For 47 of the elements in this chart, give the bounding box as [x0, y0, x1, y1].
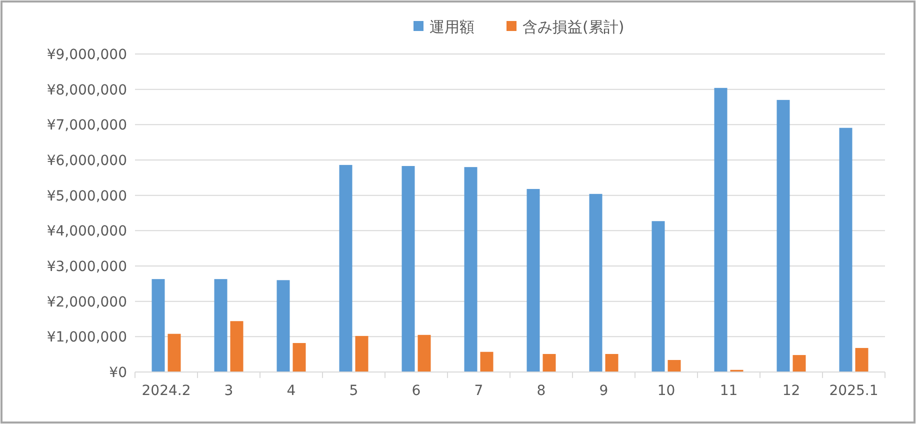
x-tick-label: 12: [782, 383, 800, 399]
y-tick-label: ¥1,000,000: [46, 330, 127, 346]
bar: [839, 128, 852, 372]
y-tick-label: ¥4,000,000: [46, 224, 127, 240]
y-tick-label: ¥9,000,000: [46, 47, 127, 63]
bar: [418, 334, 431, 372]
bar: [168, 334, 181, 372]
x-tick-label: 2025.1: [829, 383, 878, 399]
bar: [855, 348, 868, 372]
x-tick-label: 5: [349, 383, 358, 399]
bar: [792, 355, 806, 372]
y-tick-label: ¥2,000,000: [46, 294, 127, 310]
bar: [589, 194, 602, 372]
bar: [292, 343, 306, 372]
bar: [402, 166, 415, 372]
y-tick-label: ¥0: [109, 365, 127, 381]
bar: [526, 188, 540, 372]
bar: [652, 221, 665, 372]
bar: [464, 167, 478, 372]
x-tick-label: 8: [536, 383, 546, 399]
bar: [339, 164, 352, 372]
x-tick-label: 2024.2: [142, 383, 191, 399]
bar: [480, 352, 494, 372]
bar: [605, 354, 618, 372]
legend-label: 含み損益(累計): [522, 18, 624, 36]
x-tick-label: 4: [286, 383, 296, 399]
y-tick-label: ¥7,000,000: [46, 118, 127, 134]
y-tick-label: ¥8,000,000: [46, 82, 127, 98]
legend-label: 運用額: [430, 18, 474, 36]
x-tick-label: 3: [224, 383, 234, 399]
bar: [152, 279, 165, 372]
x-tick-label: 7: [474, 383, 484, 399]
x-tick-label: 9: [599, 383, 608, 399]
y-tick-label: ¥3,000,000: [46, 259, 127, 275]
bar: [355, 336, 368, 372]
x-tick-label: 6: [412, 383, 421, 399]
bar: [668, 360, 681, 372]
x-tick-label: 11: [720, 383, 738, 399]
bar: [214, 279, 228, 372]
bar: [542, 354, 556, 372]
x-tick-label: 10: [657, 383, 676, 399]
bar: [776, 100, 790, 372]
bar: [230, 321, 244, 372]
y-tick-label: ¥6,000,000: [46, 153, 127, 169]
y-tick-label: ¥5,000,000: [46, 188, 127, 204]
bar: [276, 280, 290, 372]
bar: [714, 88, 728, 372]
